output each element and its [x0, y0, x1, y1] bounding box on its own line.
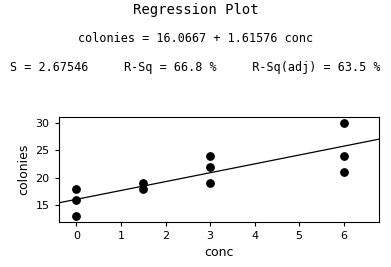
Text: S = 2.67546     R-Sq = 66.8 %     R-Sq(adj) = 63.5 %: S = 2.67546 R-Sq = 66.8 % R-Sq(adj) = 63…	[10, 61, 381, 74]
Point	[74, 198, 80, 202]
Text: colonies = 16.0667 + 1.61576 conc: colonies = 16.0667 + 1.61576 conc	[78, 32, 313, 45]
X-axis label: conc: conc	[204, 246, 234, 259]
Point	[140, 187, 146, 191]
Point	[341, 121, 347, 125]
Point	[207, 181, 213, 185]
Point	[341, 170, 347, 174]
Point	[140, 181, 146, 185]
Point	[341, 154, 347, 158]
Point	[207, 154, 213, 158]
Point	[74, 187, 80, 191]
Point	[74, 214, 80, 218]
Y-axis label: colonies: colonies	[17, 144, 30, 195]
Text: Regression Plot: Regression Plot	[133, 3, 258, 17]
Point	[207, 165, 213, 169]
